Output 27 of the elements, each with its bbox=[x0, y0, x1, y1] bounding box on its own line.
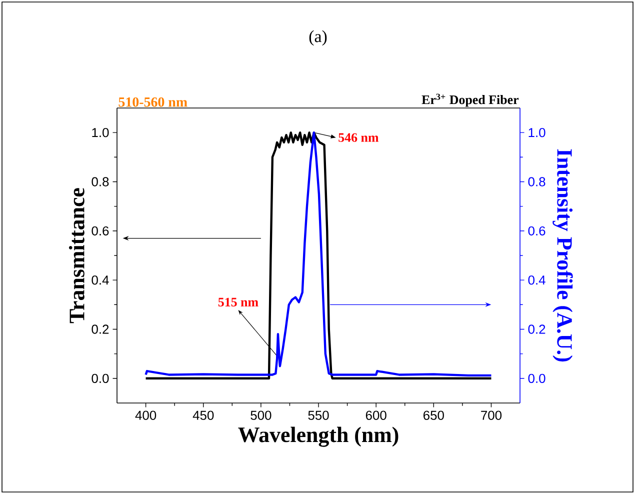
x-tick-label: 400 bbox=[135, 410, 156, 420]
y-tick-label: 1.0 bbox=[92, 128, 109, 138]
text: 510-560 nm bbox=[118, 97, 188, 107]
x-tick-label: 650 bbox=[424, 410, 444, 420]
y2-tick-label: 0.4 bbox=[528, 275, 546, 285]
y-tick-label: 0.8 bbox=[92, 177, 109, 186]
x-tick-label: 550 bbox=[308, 410, 329, 420]
x-axis-title: Wavelength (nm) bbox=[238, 426, 398, 447]
y-tick-label: 0.6 bbox=[92, 226, 109, 236]
x-tick-label: 600 bbox=[366, 410, 386, 420]
y-tick-label: 0.2 bbox=[92, 324, 109, 334]
y2-tick-label: 0.8 bbox=[528, 177, 546, 186]
text: Er$^{3+}$ Doped Fiber bbox=[422, 94, 519, 107]
y2-tick-label: 0.6 bbox=[528, 226, 546, 236]
y-tick-label: 0.4 bbox=[92, 275, 109, 285]
chart-title: (a) bbox=[309, 30, 327, 46]
y-axis-title: Transmittance bbox=[68, 188, 84, 324]
y-tick-label: 0.0 bbox=[92, 374, 109, 383]
x-tick-label: 500 bbox=[250, 410, 272, 420]
y2-axis-title: Intensity Profile (A.U.) bbox=[552, 149, 573, 362]
annotation: 546 nm bbox=[338, 133, 379, 142]
y2-tick-label: 0.0 bbox=[528, 374, 546, 383]
x-tick-label: 450 bbox=[192, 410, 214, 420]
annotation: 515 nm bbox=[218, 298, 258, 306]
x-tick-label: 700 bbox=[481, 410, 502, 420]
y2-tick-label: 0.2 bbox=[528, 324, 546, 334]
y2-tick-label: 1.0 bbox=[528, 128, 546, 138]
